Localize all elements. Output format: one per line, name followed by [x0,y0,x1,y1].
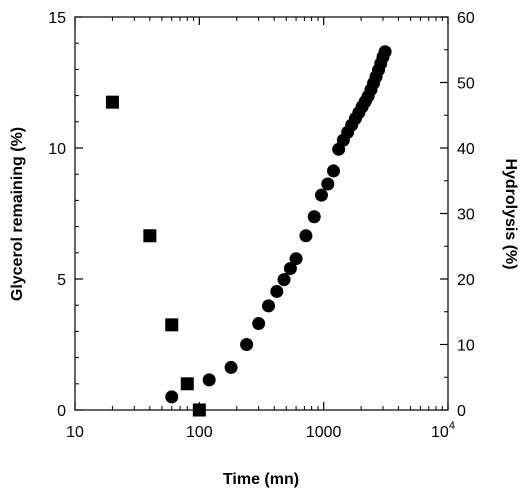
hydrolysis-point [202,373,216,387]
left-y-axis-title: Glycerol remaining (%) [9,127,26,301]
right-y-axis-title: Hydrolysis (%) [502,158,519,269]
hydrolysis-point [307,210,321,224]
glycerol-point [180,377,194,391]
x-tick-label: 100 [186,424,213,441]
y-left-tick-label: 0 [57,403,66,420]
y-right-tick-label: 60 [457,10,475,27]
x-tick-label: 104 [431,420,455,441]
y-right-tick-label: 20 [457,272,475,289]
glycerol-point [165,318,179,332]
glycerol-point [192,403,206,417]
y-right-tick-label: 0 [457,403,466,420]
y-left-tick-label: 15 [48,10,66,27]
x-axis-ticks: 10 100 1000 104 [66,17,455,441]
data-points [105,45,392,417]
left-y-axis-ticks: 0 5 10 15 [48,10,83,420]
y-right-tick-label: 40 [457,141,475,158]
hydrolysis-point [378,45,392,59]
hydrolysis-point [165,390,179,404]
y-right-tick-label: 50 [457,76,475,93]
hydrolysis-point [270,284,284,298]
hydrolysis-point [252,317,266,331]
right-y-axis-ticks: 0 10 20 30 40 50 60 [440,10,475,420]
hydrolysis-point [321,177,335,191]
y-left-tick-label: 10 [48,141,66,158]
glycerol-point [143,229,157,243]
hydrolysis-point [327,164,341,178]
hydrolysis-point [224,360,238,374]
x-axis-title: Time (mn) [223,471,299,488]
glycerol-point [105,95,119,109]
x-tick-label: 1000 [306,424,342,441]
hydrolysis-point [289,252,303,266]
hydrolysis-point [283,262,297,276]
hydrolysis-point [240,338,254,351]
x-tick-label: 10 [66,424,84,441]
y-left-tick-label: 5 [57,272,66,289]
hydrolysis-point [314,188,328,202]
x-tick-exponent: 4 [449,420,455,432]
y-right-tick-label: 10 [457,338,475,355]
hydrolysis-point [262,299,276,313]
y-right-tick-label: 30 [457,207,475,224]
hydrolysis-point [299,229,313,243]
hydrolysis-point [277,273,291,287]
plot-frame [74,16,449,411]
